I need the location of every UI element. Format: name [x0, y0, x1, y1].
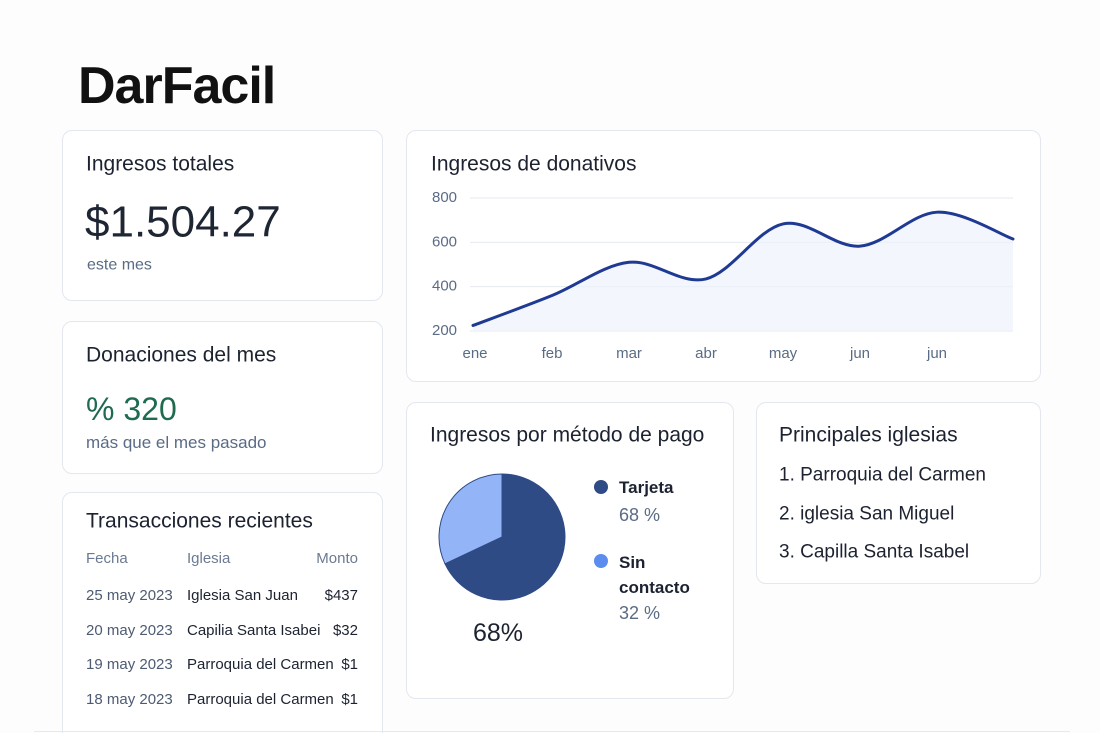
- x-tick-label: ene: [462, 345, 487, 362]
- legend-dot: [594, 480, 608, 494]
- amount: $1.504.27: [85, 197, 281, 247]
- cell-amount: $1: [341, 656, 358, 674]
- area: [473, 212, 1013, 331]
- cell-church: Capilia Santa Isabei: [187, 621, 321, 639]
- x-tick-label: jun: [926, 345, 947, 362]
- pie-center-label: 68%: [473, 619, 524, 647]
- card: [62, 130, 383, 301]
- divider: [34, 731, 1070, 732]
- line: [471, 210, 1015, 327]
- cell-date: 19 may 2023: [86, 656, 173, 674]
- card-title: Ingresos totales: [86, 152, 235, 176]
- caption: este mes: [87, 256, 152, 274]
- y-tick-label: 400: [432, 278, 457, 295]
- cell-amount: $1: [341, 691, 358, 709]
- legend-dot: [594, 554, 608, 568]
- x-tick-label: abr: [695, 345, 717, 362]
- cell-date: 25 may 2023: [86, 587, 173, 604]
- card-title: Transacciones recientes: [86, 509, 313, 533]
- chart-title: Ingresos de donativos: [431, 152, 637, 176]
- y-tick-label: 600: [432, 233, 457, 250]
- card-title: Principales iglesias: [779, 423, 958, 447]
- amount: % 320: [86, 390, 177, 427]
- list-item: 2. iglesia San Miguel: [779, 503, 955, 525]
- value-label: 68 %: [619, 505, 661, 526]
- cell-church: Iglesia San Juan: [187, 587, 298, 604]
- x-tick-label: may: [769, 345, 798, 362]
- card: [756, 402, 1041, 584]
- column-header: Monto: [316, 550, 358, 567]
- card-title: Donaciones del mes: [86, 343, 277, 367]
- cell-amount: $437: [324, 587, 358, 604]
- legend-label: Tarjeta: [619, 477, 674, 497]
- chart-title: Ingresos por método de pago: [430, 423, 705, 447]
- value-label: 32 %: [619, 603, 661, 624]
- list-item: 3. Capilla Santa Isabel: [779, 541, 970, 563]
- column-header: Fecha: [86, 550, 128, 567]
- caption: más que el mes pasado: [86, 432, 267, 452]
- column-header: Iglesia: [187, 550, 231, 567]
- card: [62, 492, 383, 733]
- legend-label: Sin contacto: [619, 553, 690, 597]
- cell-date: 18 may 2023: [86, 691, 173, 709]
- x-tick-label: feb: [542, 345, 563, 362]
- y-tick-label: 800: [432, 189, 457, 206]
- cell-amount: $32: [332, 621, 358, 639]
- card: [62, 321, 383, 474]
- pie-slice: [444, 473, 566, 601]
- logo: DarFacil: [78, 56, 276, 115]
- x-tick-label: jun: [849, 345, 870, 362]
- pie-slice: [438, 473, 503, 565]
- x-tick-label: mar: [616, 345, 642, 362]
- y-tick-label: 200: [432, 322, 457, 339]
- list-item: 1. Parroquia del Carmen: [779, 464, 986, 486]
- cell-church: Parroquia del Carmen: [187, 656, 334, 674]
- cell-date: 20 may 2023: [86, 621, 173, 639]
- cell-church: Parroquia del Carmen: [187, 691, 334, 709]
